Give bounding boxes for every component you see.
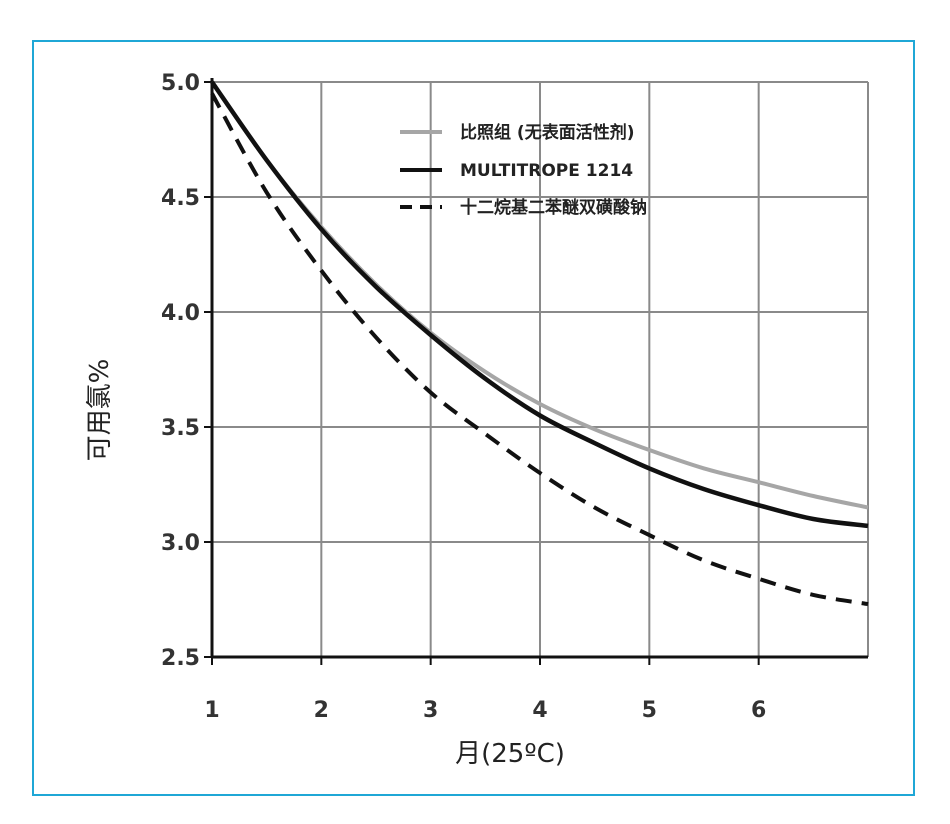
y-tick-labels: 5.0 4.5 4.0 3.5 3.0 2.5 [161,71,200,671]
x-tick-labels: 1 2 3 4 5 6 [204,698,766,723]
x-tick-label: 4 [532,698,547,723]
series-line-sulfonate [210,92,869,607]
x-tick-label: 1 [204,698,219,723]
grid [211,81,869,658]
chart-frame [32,40,915,796]
x-tick-label: 3 [423,698,438,723]
x-tick-label: 5 [642,698,657,723]
y-tick-label: 4.5 [161,186,200,211]
series-line-multitrope [210,80,869,529]
legend-label-multitrope: MULTITROPE 1214 [460,161,633,181]
x-axis-title: 月(25ºC) [455,739,565,769]
axes [204,78,868,665]
y-tick-label: 3.5 [161,416,200,441]
x-tick-label: 2 [314,698,329,723]
y-axis-title: 可用氯% [85,359,115,462]
y-tick-label: 3.0 [161,531,200,556]
legend: 比照组 (无表面活性剂) MULTITROPE 1214 十二烷基二苯醚双磺酸钠 [400,122,647,218]
y-tick-label: 5.0 [161,71,200,96]
y-tick-label: 4.0 [161,301,200,326]
legend-label-control: 比照组 (无表面活性剂) [460,122,634,143]
legend-label-sulfonate: 十二烷基二苯醚双磺酸钠 [460,197,647,218]
y-tick-label: 2.5 [161,646,200,671]
x-tick-label: 6 [751,698,766,723]
series-lines [210,80,869,607]
